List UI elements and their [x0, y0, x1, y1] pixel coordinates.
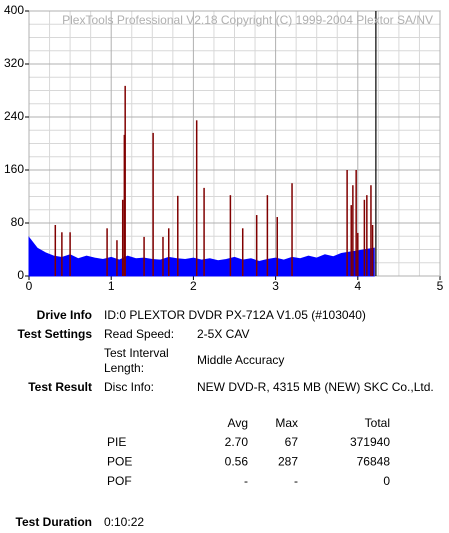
poe-spike	[291, 183, 293, 276]
value: 0:10:22	[104, 515, 144, 529]
poe-spike	[363, 199, 366, 276]
table-cell: 67	[285, 435, 299, 449]
label: Test Duration	[16, 515, 92, 529]
poe-spike	[355, 170, 357, 276]
poe-spike	[195, 120, 198, 276]
table-cell: 76848	[357, 455, 391, 469]
poe-spike	[124, 85, 126, 276]
poe-spike	[106, 228, 108, 276]
poe-spike	[370, 185, 372, 276]
y-tick-label: 320	[4, 56, 24, 70]
x-tick-label: 1	[108, 279, 115, 293]
poe-spike	[152, 132, 154, 276]
table-header: Total	[365, 416, 390, 430]
poe-spike	[123, 134, 126, 276]
poe-spike	[54, 224, 57, 276]
poe-spike	[276, 217, 278, 276]
table-cell: 0	[383, 474, 390, 488]
table-cell: 287	[278, 455, 298, 469]
pie-area	[28, 236, 375, 277]
label: Test Settings	[18, 327, 93, 341]
poe-spike	[69, 232, 71, 276]
table-header: Max	[275, 416, 298, 430]
label: Read Speed:	[104, 327, 174, 341]
label: Test Interval Length:	[104, 346, 169, 375]
poe-spike	[371, 224, 374, 276]
poe-spike	[121, 199, 124, 276]
poe-spike	[255, 215, 258, 276]
y-tick-label: 400	[4, 3, 24, 17]
poe-spike	[266, 195, 269, 276]
poe-spike	[350, 205, 352, 276]
x-tick-label: 3	[272, 279, 279, 293]
poe-spike	[177, 195, 179, 276]
poe-spike	[352, 185, 354, 276]
poe-spike	[346, 170, 348, 276]
poe-spike	[229, 195, 232, 276]
table-header: Avg	[228, 416, 248, 430]
table-cell: 371940	[350, 435, 390, 449]
poe-spike	[143, 236, 145, 276]
row-label: PIE	[107, 435, 126, 449]
x-tick-label: 4	[354, 279, 361, 293]
table-cell: -	[294, 474, 298, 488]
x-tick-label: 5	[437, 279, 444, 293]
value: NEW DVD-R, 4315 MB (NEW) SKC Co.,Ltd.	[197, 380, 434, 394]
y-tick-label: 0	[17, 268, 24, 282]
poe-spike	[116, 240, 118, 276]
table-cell: 2.70	[225, 435, 249, 449]
label: Disc Info:	[104, 380, 154, 394]
label: Drive Info	[37, 308, 92, 322]
table-cell: 0.56	[225, 455, 249, 469]
poe-spike	[61, 232, 63, 276]
label: Test Result	[28, 380, 92, 394]
value: 2-5X CAV	[197, 327, 249, 341]
table-cell: -	[244, 474, 248, 488]
chart-title: PlexTools Professional V2.18 Copyright (…	[62, 13, 433, 27]
row-label: POF	[107, 474, 132, 488]
poe-spike	[357, 232, 359, 276]
poe-spike	[167, 228, 170, 276]
y-tick-label: 240	[4, 109, 24, 123]
value: ID:0 PLEXTOR DVDR PX-712A V1.05 (#103040…	[104, 308, 366, 322]
y-tick-label: 80	[11, 215, 25, 229]
x-tick-label: 0	[26, 279, 33, 293]
poe-spike	[366, 195, 368, 276]
poe-spike	[162, 236, 164, 276]
x-tick-label: 2	[190, 279, 197, 293]
poe-spike	[203, 187, 205, 276]
label-box: Test Interval Length:	[104, 346, 169, 375]
y-tick-label: 160	[4, 162, 24, 176]
value: Middle Accuracy	[197, 353, 284, 367]
row-label: POE	[107, 455, 132, 469]
poe-spike	[241, 228, 244, 276]
